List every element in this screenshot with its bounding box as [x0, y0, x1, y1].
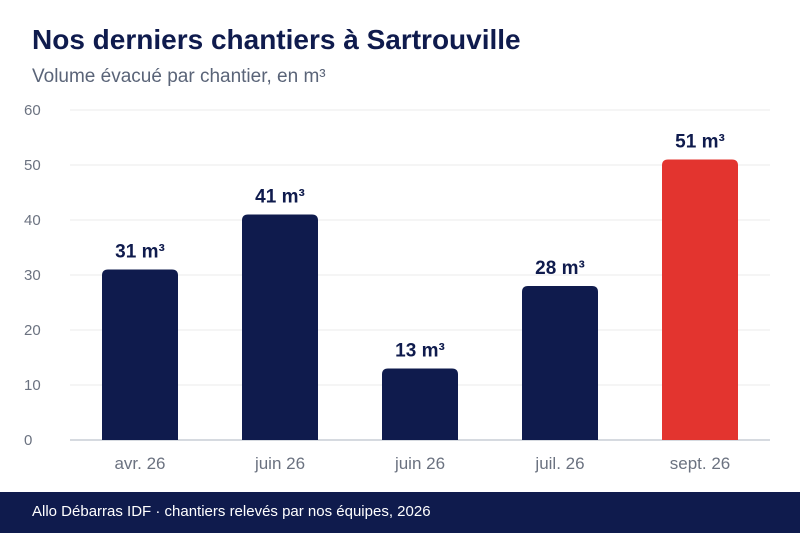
x-tick-label: juin 26 [394, 454, 445, 473]
chart-title: Nos derniers chantiers à Sartrouville [32, 24, 521, 55]
y-tick-label: 20 [24, 322, 41, 339]
x-tick-label: avr. 26 [114, 454, 165, 473]
bar [102, 269, 178, 440]
bar-value-label: 41 m³ [255, 187, 305, 208]
y-tick-label: 50 [24, 157, 41, 174]
footer-bar: Allo Débarras IDF · chantiers relevés pa… [0, 492, 800, 533]
y-tick-label: 40 [24, 212, 41, 229]
bar-value-label: 51 m³ [675, 132, 725, 153]
y-tick-label: 0 [24, 432, 32, 449]
bar [382, 368, 458, 440]
x-tick-label: sept. 26 [670, 454, 731, 473]
bar [242, 214, 318, 440]
bar [662, 159, 738, 440]
bar-chart: 0 10 20 30 40 50 60 31 m³ avr. 26 41 m³ juin 26 13 … [24, 102, 770, 473]
x-tick-label: juil. 26 [534, 454, 584, 473]
y-tick-label: 60 [24, 102, 41, 119]
bar-value-label: 13 m³ [395, 341, 445, 362]
bar-value-label: 31 m³ [115, 242, 165, 263]
x-tick-label: juin 26 [254, 454, 305, 473]
y-tick-label: 10 [24, 377, 41, 394]
bar [522, 286, 598, 440]
footer-source: Allo Débarras IDF · chantiers relevés pa… [32, 503, 431, 520]
bar-value-label: 28 m³ [535, 258, 585, 279]
chart-subtitle: Volume évacué par chantier, en m³ [32, 66, 326, 87]
y-tick-label: 30 [24, 267, 41, 284]
